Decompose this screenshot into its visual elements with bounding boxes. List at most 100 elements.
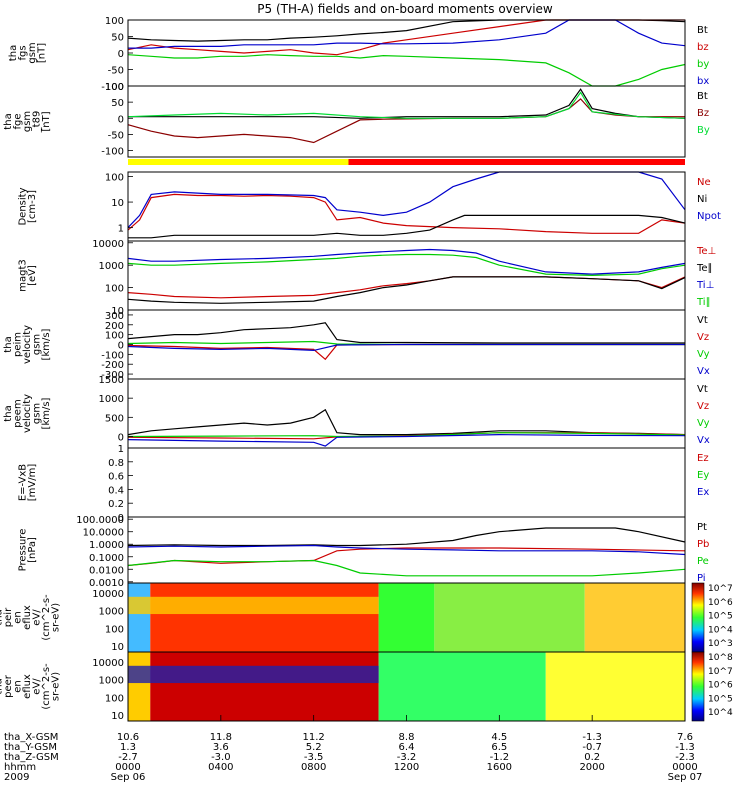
colorbar xyxy=(691,582,705,653)
y-tick-label: -100 xyxy=(101,147,124,158)
heatmap-band xyxy=(150,652,379,721)
y-axis-label-line: Pressure xyxy=(17,529,28,572)
panel-p1: Bt bz by bx 100 50 0 -50 -100 xyxy=(101,16,709,93)
y-tick-label: 10 xyxy=(111,306,124,317)
y-tick-label: 10.0000 xyxy=(83,528,124,539)
y-axis-label-line: [nT] xyxy=(41,111,52,131)
series-line-bz xyxy=(127,19,685,56)
legend-label: Te⊥ xyxy=(696,246,716,257)
x-tick-label-time: 2000 xyxy=(579,762,604,773)
x-tick-label-time: 0400 xyxy=(208,762,233,773)
legend-label: Ey xyxy=(697,470,709,481)
y-tick-label: 100 xyxy=(105,16,124,27)
y-tick-label: 100 xyxy=(105,693,124,704)
series-line-vx xyxy=(127,433,686,447)
series-line-pi xyxy=(127,544,686,556)
y-axis-label-line: tha xyxy=(0,678,5,694)
y-axis-label-line: en xyxy=(13,680,24,693)
heatmap-band xyxy=(128,596,379,615)
y-axis-label: E=-VxB[mV/m] xyxy=(17,464,38,502)
y-tick-label: -200 xyxy=(101,360,124,371)
legend-label: Pe xyxy=(697,556,709,567)
y-axis-label-line: Density xyxy=(17,187,28,225)
y-axis-label-line: tha xyxy=(8,45,19,61)
ephemeris-row-label: 2009 xyxy=(4,772,29,783)
heatmap-band xyxy=(128,583,151,652)
y-tick-label: 0.0100 xyxy=(89,565,124,576)
legend-label: Ez xyxy=(697,453,709,464)
series-line-vz xyxy=(127,343,685,361)
y-tick-label: 50 xyxy=(111,33,124,44)
colorbar-tick-label: 10^3 xyxy=(708,639,733,649)
legend-label: Pb xyxy=(697,539,709,550)
y-tick-label: 100.0000 xyxy=(76,515,124,526)
y-axis-label-line: fgs xyxy=(17,45,28,60)
y-axis-label-line: [km/s] xyxy=(41,328,52,360)
y-axis-label: Density[cm-3] xyxy=(17,187,38,225)
y-tick-label: 50 xyxy=(111,98,124,109)
y-axis-label: magt3[eV] xyxy=(17,259,38,292)
colorbar-tick-label: 10^6 xyxy=(708,598,733,608)
y-tick-label: 1.0000 xyxy=(89,540,124,551)
y-tick-label: 0.2 xyxy=(108,499,124,510)
legend-label: Bz xyxy=(697,108,709,119)
y-axis-label-line: tha xyxy=(0,609,5,625)
y-axis-label-line: gsm xyxy=(22,111,33,132)
y-axis-label-line: gsm xyxy=(27,42,38,63)
y-tick-label: 0 xyxy=(118,513,124,524)
y-axis-label-line: fge xyxy=(13,113,24,129)
ephemeris-row-label: hhmm xyxy=(4,762,36,773)
x-tick-label-y: 1.3 xyxy=(120,742,136,753)
y-axis-label-line: eV/ xyxy=(32,678,43,695)
y-axis-label-line: [nPa] xyxy=(27,537,38,563)
heatmap-band xyxy=(128,652,151,721)
legend-label: Vx xyxy=(697,435,710,446)
series-line-te∥ xyxy=(127,276,686,304)
x-tick-label-y: 6.5 xyxy=(491,742,507,753)
y-tick-label: 1000 xyxy=(99,261,124,272)
panel-p6: Vt Vz Vy Vx 1500 1000 500 0 xyxy=(99,375,710,449)
panel-frame xyxy=(127,19,686,87)
y-tick-label: 10 xyxy=(111,642,124,653)
legend-label: Ti∥ xyxy=(696,297,711,308)
x-tick-label-time: 0000 xyxy=(115,762,140,773)
mode-bar-segment xyxy=(128,159,349,165)
x-tick-date: Sep 06 xyxy=(111,772,146,783)
ephemeris-row-label: tha_X-GSM xyxy=(4,732,58,743)
y-axis-label-line: [eV] xyxy=(27,265,38,286)
legend-label: Ni xyxy=(697,194,707,205)
x-tick-label-x: 4.5 xyxy=(491,732,507,743)
panel-frame xyxy=(127,447,686,518)
ephemeris-row-label: tha_Y-GSM xyxy=(4,742,57,753)
panel-p10: 10^8 10^7 10^6 10^5 10^4 10000 1000 100 10 xyxy=(92,651,733,722)
series-line-pt xyxy=(127,527,686,547)
panel-p4: Te⊥ Te∥ Ti⊥ Ti∥ 10000 1000 100 10 xyxy=(92,239,716,317)
y-axis-label-line: peer xyxy=(3,674,14,698)
heatmap-band xyxy=(128,665,379,684)
y-tick-label: 1 xyxy=(118,444,124,455)
y-axis-label-line: tha xyxy=(3,113,14,129)
x-tick-label-y: 5.2 xyxy=(306,742,322,753)
y-tick-label: 200 xyxy=(105,321,124,332)
legend-label: Ti⊥ xyxy=(696,280,714,291)
legend-label: Vt xyxy=(697,315,708,326)
x-tick-label-z: -3.5 xyxy=(304,752,324,763)
x-tick-label-x: 10.6 xyxy=(117,732,139,743)
x-tick-label-z: -2.7 xyxy=(118,752,138,763)
y-axis-label-line: (cm^2-s- xyxy=(41,663,52,710)
y-tick-label: 100 xyxy=(105,82,124,93)
y-axis-label-line: peir xyxy=(3,607,14,627)
x-tick-date: Sep 07 xyxy=(668,772,703,783)
y-tick-label: 0.4 xyxy=(108,485,124,496)
y-axis-label-line: tha xyxy=(3,405,14,421)
y-tick-label: 300 xyxy=(105,311,124,322)
series-line-ti∥ xyxy=(127,253,686,277)
y-tick-label: 0 xyxy=(118,49,124,60)
y-axis-label-line: E=-VxB xyxy=(17,464,28,501)
y-tick-label: 1000 xyxy=(99,607,124,618)
